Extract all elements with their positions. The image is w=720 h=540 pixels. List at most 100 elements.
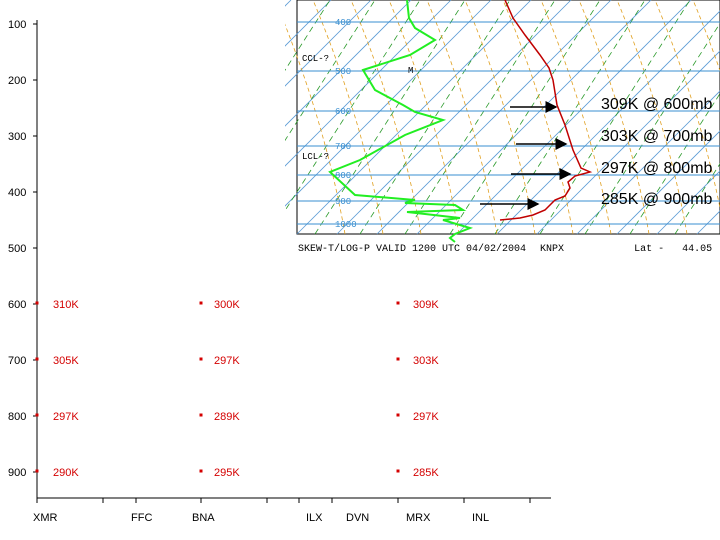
x-tick-label: FFC bbox=[131, 512, 152, 524]
y-tick-label: 900 bbox=[8, 467, 26, 479]
isotherm-line bbox=[536, 50, 720, 235]
isotherm-line bbox=[616, 130, 720, 235]
data-label: 295K bbox=[214, 467, 240, 479]
data-label: 305K bbox=[53, 355, 79, 367]
mixing-ratio-line bbox=[539, 0, 691, 235]
y-tick-label: 800 bbox=[8, 411, 26, 423]
x-tick-label: ILX bbox=[306, 512, 323, 524]
data-point bbox=[35, 469, 39, 473]
isotherm-line bbox=[376, 0, 612, 235]
skewt-plot: 400 500 600 700 800 900 1000 CCL-? LCL-? M bbox=[285, 0, 720, 243]
y-tick-label: 100 bbox=[8, 19, 26, 31]
x-axis: XMR FFC BNA ILX DVN MRX INL bbox=[33, 497, 551, 524]
data-label: 309K bbox=[413, 299, 439, 311]
pressure-label: 800 bbox=[335, 171, 351, 181]
skewt-frame bbox=[296, 0, 720, 235]
isotherm-line bbox=[285, 0, 492, 207]
data-label: 297K bbox=[214, 355, 240, 367]
data-label: 285K bbox=[413, 467, 439, 479]
data-point bbox=[35, 301, 39, 305]
mixing-ratio-line bbox=[404, 0, 556, 235]
skewt-pressure-labels: 400 500 600 700 800 900 1000 bbox=[335, 18, 357, 230]
data-label: 300K bbox=[214, 299, 240, 311]
mixing-ratio-line bbox=[285, 0, 331, 71]
skewt-valid-caption: SKEW-T/LOG-P VALID 1200 UTC 04/02/2004 bbox=[298, 244, 527, 255]
mixing-ratio-line bbox=[584, 22, 720, 235]
y-tick-label: 400 bbox=[8, 187, 26, 199]
annotation-600mb: 309K @ 600mb bbox=[601, 96, 713, 113]
pressure-label: 500 bbox=[335, 67, 351, 77]
isotherm-line bbox=[285, 0, 332, 47]
data-point bbox=[199, 357, 203, 361]
data-points: 310K 305K 297K 290K 300K 297K 289K 295K 309K 303K… bbox=[35, 299, 439, 479]
pressure-label: 700 bbox=[335, 142, 351, 152]
isotherm-line bbox=[285, 0, 452, 167]
mixing-ratio-line bbox=[285, 0, 376, 142]
dry-adiabat-line bbox=[502, 0, 574, 235]
data-label: 289K bbox=[214, 411, 240, 423]
y-tick-label: 600 bbox=[8, 299, 26, 311]
y-tick-label: 300 bbox=[8, 131, 26, 143]
isotherm-line bbox=[285, 0, 292, 7]
isotherm-line bbox=[285, 0, 372, 87]
skewt-station-id: KNPX bbox=[540, 244, 565, 255]
data-point bbox=[199, 413, 203, 417]
dry-adiabat-line bbox=[312, 0, 384, 235]
x-tick-label: INL bbox=[472, 512, 489, 524]
temperature-profile bbox=[499, 0, 593, 221]
pressure-label: 1000 bbox=[335, 220, 357, 230]
x-tick-label: XMR bbox=[33, 512, 58, 524]
pressure-label: 400 bbox=[335, 18, 351, 28]
y-tick-label: 500 bbox=[8, 243, 26, 255]
m-label: M bbox=[408, 66, 413, 76]
dewpoint-profile bbox=[328, 0, 474, 243]
mixing-ratio-line bbox=[494, 0, 646, 235]
y-tick-label: 700 bbox=[8, 355, 26, 367]
x-tick-label: MRX bbox=[406, 512, 431, 524]
dry-adiabat-line bbox=[285, 23, 346, 235]
data-label: 297K bbox=[53, 411, 79, 423]
annotation-800mb: 297K @ 800mb bbox=[601, 160, 713, 177]
data-point bbox=[199, 301, 203, 305]
skewt-lat-label: Lat - bbox=[634, 244, 665, 255]
isotherm-line bbox=[416, 0, 652, 235]
x-tick-label: DVN bbox=[346, 512, 369, 524]
dry-adiabat-line bbox=[616, 0, 688, 235]
annotation-900mb: 285K @ 900mb bbox=[601, 191, 713, 208]
isotherm-line bbox=[576, 90, 720, 235]
data-point bbox=[396, 357, 400, 361]
y-tick-label: 200 bbox=[8, 75, 26, 87]
skewt-lat-value: 44.05 bbox=[682, 244, 713, 255]
skewt-caption: SKEW-T/LOG-P VALID 1200 UTC 04/02/2004 KN… bbox=[298, 244, 712, 255]
dry-adiabat-line bbox=[350, 0, 422, 235]
data-point bbox=[35, 413, 39, 417]
isotherm-line bbox=[336, 0, 572, 235]
dry-adiabat-line bbox=[426, 0, 498, 235]
skewt-background-lines bbox=[285, 0, 720, 235]
lcl-label: LCL-? bbox=[302, 152, 329, 162]
ccl-label: CCL-? bbox=[302, 54, 329, 64]
data-point bbox=[35, 357, 39, 361]
data-label: 290K bbox=[53, 467, 79, 479]
data-label: 310K bbox=[53, 299, 79, 311]
pressure-label: 600 bbox=[335, 107, 351, 117]
data-label: 297K bbox=[413, 411, 439, 423]
pressure-label: 900 bbox=[335, 197, 351, 207]
x-tick-label: BNA bbox=[192, 512, 215, 524]
data-point bbox=[199, 469, 203, 473]
data-label: 303K bbox=[413, 355, 439, 367]
isotherm-line bbox=[496, 10, 720, 235]
dry-adiabat-line bbox=[540, 0, 612, 235]
mixing-ratio-line bbox=[449, 0, 601, 235]
isotherm-line bbox=[296, 0, 532, 235]
annotation-700mb: 303K @ 700mb bbox=[601, 128, 713, 145]
dry-adiabat-line bbox=[578, 0, 650, 235]
data-point bbox=[396, 469, 400, 473]
mixing-ratio-line bbox=[314, 0, 466, 235]
y-axis: 100 200 300 400 500 600 700 800 900 bbox=[8, 19, 38, 498]
mixing-ratio-line bbox=[359, 0, 511, 235]
dry-adiabat-line bbox=[692, 0, 720, 72]
isotherm-line bbox=[656, 170, 720, 235]
isotherm-line bbox=[285, 0, 412, 127]
